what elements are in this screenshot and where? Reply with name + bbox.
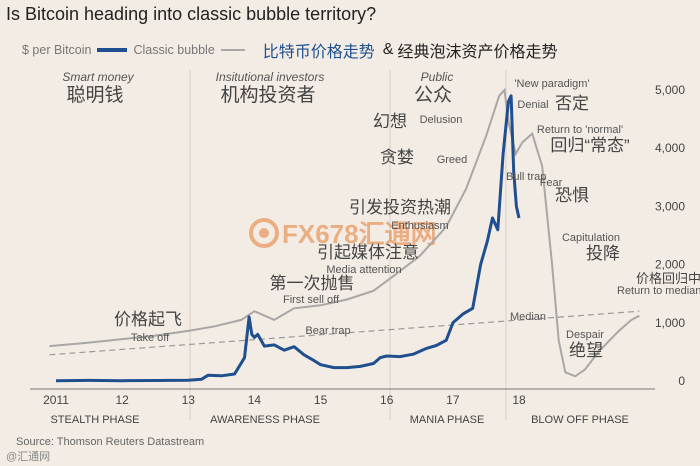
annotation-en: Take off	[131, 332, 170, 344]
watermark-logo-icon	[249, 218, 279, 248]
legend-bubble-label: Classic bubble	[133, 43, 215, 57]
y-tick-label: 3,000	[655, 199, 685, 213]
legend-ampersand: &	[382, 41, 394, 58]
classic-bubble-line	[49, 87, 640, 378]
annotation-cn: 幻想	[373, 112, 407, 131]
legend-btc-swatch	[97, 48, 128, 52]
stage-label-cn: 机构投资者	[220, 84, 315, 106]
y-tick-label: 1,000	[655, 316, 685, 330]
phase-labels: STEALTH PHASE AWARENESS PHASE MANIA PHASE B…	[50, 414, 628, 426]
x-tick-label: 18	[512, 393, 526, 407]
phase-label: STEALTH PHASE	[50, 414, 139, 426]
x-tick-label: 15	[314, 393, 328, 407]
chart-title: Is Bitcoin heading into classic bubble t…	[6, 4, 377, 24]
annotation-en: First sell off	[283, 294, 340, 306]
annotation-cn: 价格回归中值	[636, 271, 700, 286]
annotation-en: Delusion	[420, 114, 463, 126]
annotation-cn: 价格起飞	[114, 310, 182, 329]
x-tick-label: 17	[446, 393, 460, 407]
y-tick-label: 0	[678, 374, 685, 388]
annotation-cn: 贪婪	[380, 148, 414, 167]
annotation-en: 'New paradigm'	[514, 78, 589, 90]
annotation-en: Return to median	[617, 285, 700, 297]
source-note: Source: Thomson Reuters Datastream	[16, 436, 205, 448]
x-tick-label: 14	[248, 393, 262, 407]
annotation-en: Despair	[566, 329, 604, 341]
phase-label: AWARENESS PHASE	[210, 414, 320, 426]
annotation-en: Greed	[437, 154, 468, 166]
watermark-logo-dot-icon	[259, 228, 269, 238]
annotation-cn: 引发投资热潮	[349, 198, 451, 217]
annotation-en: Denial	[517, 99, 548, 111]
x-tick-label: 2011	[43, 393, 69, 407]
annotation-en: Enthusiasm	[391, 220, 448, 232]
y-tick-label: 4,000	[655, 141, 685, 155]
source-watermark: @汇通网	[6, 451, 51, 463]
phase-label: MANIA PHASE	[410, 414, 485, 426]
legend-btc-label: $ per Bitcoin	[22, 43, 92, 57]
annotation-cn: 第一次抛售	[270, 274, 355, 293]
y-axis-ticks: 1,000 2,000 3,000 4,000 5,000 0	[655, 83, 685, 388]
annotation-cn: 回归“常态”	[550, 136, 630, 155]
stage-label-en: Public	[421, 70, 454, 84]
annotation-cn: 投降	[586, 244, 620, 263]
median-line	[49, 310, 640, 356]
x-axis-ticks: 2011 12 13 14 15 16 17 18	[30, 388, 655, 407]
phase-label: BLOW OFF PHASE	[531, 414, 629, 426]
y-tick-label: 5,000	[655, 83, 685, 97]
annotation-cn: 绝望	[569, 341, 603, 360]
annotations: 价格起飞 Take off 第一次抛售 First sell off Bear …	[114, 78, 700, 360]
stage-label-en: Smart money	[62, 70, 134, 84]
x-tick-label: 13	[182, 393, 196, 407]
stage-label-en: Insitutional investors	[216, 70, 325, 84]
annotation-cn: 引起媒体注意	[317, 243, 419, 262]
stage-label-cn: 聪明钱	[66, 84, 123, 106]
watermark-text: FX678汇通网	[282, 219, 437, 249]
annotation-en: Fear	[540, 177, 563, 189]
annotation-cn: 否定	[555, 94, 589, 113]
watermark: FX678汇通网	[249, 218, 437, 249]
annotation-en: Median	[510, 311, 546, 323]
x-tick-label: 12	[115, 393, 129, 407]
annotation-cn: 恐惧	[555, 186, 589, 205]
stage-label-cn: 公众	[414, 84, 452, 106]
legend-btc-cn-label: 比特币价格走势	[262, 44, 375, 61]
y-tick-label: 2,000	[655, 258, 685, 272]
annotation-en: Return to 'normal'	[537, 124, 623, 136]
legend-bubble-swatch	[220, 49, 245, 51]
bitcoin-price-line	[55, 94, 521, 383]
annotation-en: Capitulation	[562, 232, 620, 244]
chart-legend: $ per Bitcoin Classic bubble 比特币价格走势 & 经…	[22, 38, 557, 62]
annotation-en: Bull trap	[506, 171, 546, 183]
x-tick-label: 16	[380, 393, 394, 407]
annotation-en: Media attention	[326, 264, 401, 276]
annotation-en: Bear trap	[305, 325, 350, 337]
legend-bubble-cn-label: 经典泡沫资产价格走势	[397, 44, 558, 61]
